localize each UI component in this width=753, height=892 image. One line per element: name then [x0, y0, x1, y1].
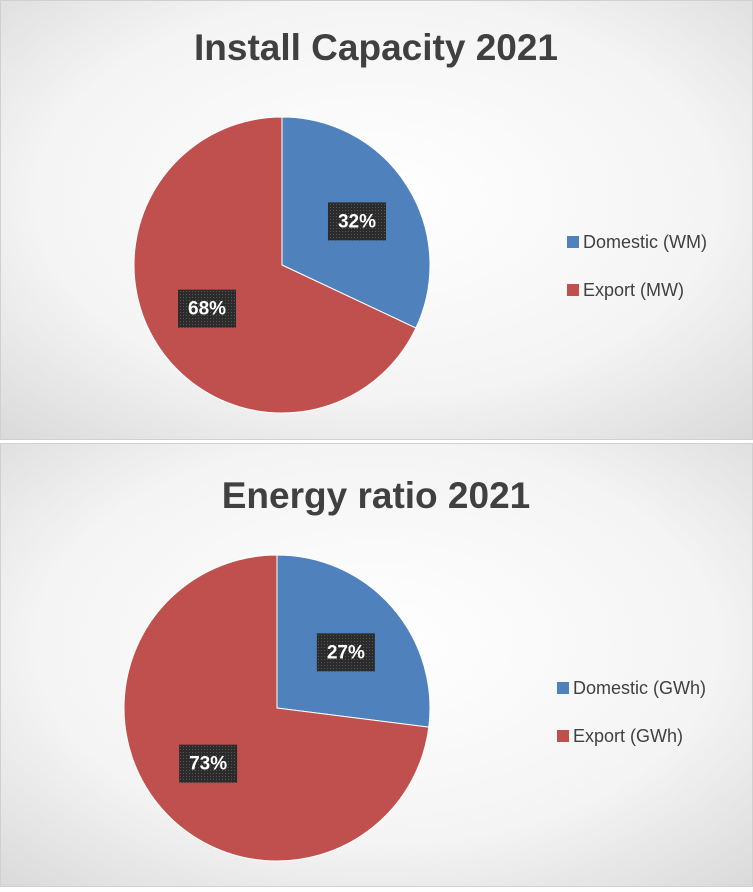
data-label: 27%	[327, 642, 365, 663]
legend-swatch	[557, 730, 569, 742]
legend-label: Domestic (GWh)	[573, 678, 706, 698]
data-label: 68%	[188, 299, 226, 320]
pie-slice	[123, 554, 430, 862]
legend-swatch	[557, 682, 569, 694]
chart-title: Energy ratio 2021	[222, 475, 530, 516]
data-label: 73%	[189, 754, 227, 775]
data-label-box	[178, 289, 237, 328]
legend-label: Export (MW)	[583, 280, 684, 300]
chart: Install Capacity 2021 32% Domestic (WM) 68%…	[0, 0, 753, 440]
legend-swatch	[567, 236, 579, 248]
data-label: 32%	[338, 211, 376, 232]
chart: Energy ratio 2021 27% Domestic (GWh) 73% Exp…	[0, 443, 753, 887]
data-label-box	[316, 633, 375, 672]
pie-slice	[133, 116, 417, 414]
chart-title: Install Capacity 2021	[194, 27, 558, 68]
data-label-box	[179, 744, 238, 783]
data-label-box	[327, 202, 386, 241]
legend-label: Export (GWh)	[573, 726, 683, 746]
legend-label: Domestic (WM)	[583, 232, 707, 252]
legend-swatch	[567, 284, 579, 296]
